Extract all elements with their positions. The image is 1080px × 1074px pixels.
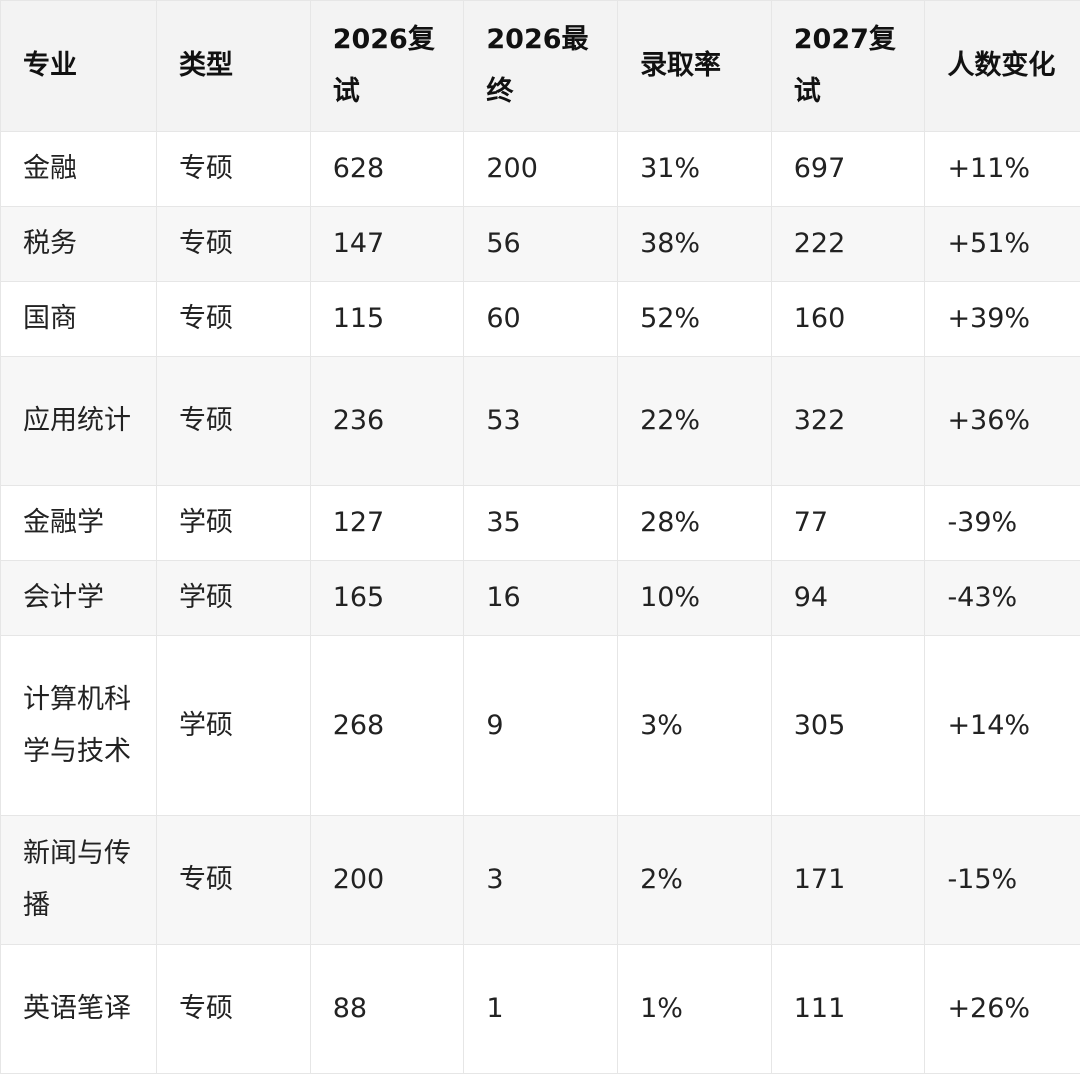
table-row: 金融学 学硕 127 35 28% 77 -39% bbox=[0, 485, 1080, 561]
cell-2026-retest: 127 bbox=[309, 485, 465, 561]
table-row: 新闻与传播 专硕 200 3 2% 171 -15% bbox=[0, 815, 1080, 945]
cell-change: +36% bbox=[924, 356, 1080, 486]
cell-type: 专硕 bbox=[156, 356, 311, 486]
cell-major: 会计学 bbox=[0, 560, 157, 636]
cell-2027-retest: 322 bbox=[770, 356, 926, 486]
header-2027-retest: 2027复试 bbox=[770, 0, 926, 132]
header-2026-retest: 2026复试 bbox=[309, 0, 465, 132]
table-row: 应用统计 专硕 236 53 22% 322 +36% bbox=[0, 356, 1080, 486]
cell-change: -15% bbox=[924, 815, 1080, 945]
cell-2027-retest: 77 bbox=[770, 485, 926, 561]
table-row: 金融 专硕 628 200 31% 697 +11% bbox=[0, 131, 1080, 207]
cell-change: +39% bbox=[924, 281, 1080, 357]
cell-major: 英语笔译 bbox=[0, 944, 157, 1074]
cell-admission-rate: 10% bbox=[617, 560, 772, 636]
cell-2027-retest: 111 bbox=[770, 944, 926, 1074]
cell-2026-final: 16 bbox=[463, 560, 619, 636]
cell-major: 应用统计 bbox=[0, 356, 157, 486]
cell-change: +14% bbox=[924, 635, 1080, 816]
cell-admission-rate: 22% bbox=[617, 356, 772, 486]
cell-2026-final: 60 bbox=[463, 281, 619, 357]
cell-2026-final: 53 bbox=[463, 356, 619, 486]
cell-2026-retest: 88 bbox=[309, 944, 465, 1074]
cell-2027-retest: 222 bbox=[770, 206, 926, 282]
cell-major: 国商 bbox=[0, 281, 157, 357]
header-change: 人数变化 bbox=[924, 0, 1080, 132]
cell-type: 学硕 bbox=[156, 635, 311, 816]
table-row: 税务 专硕 147 56 38% 222 +51% bbox=[0, 206, 1080, 282]
cell-admission-rate: 3% bbox=[617, 635, 772, 816]
cell-2026-retest: 165 bbox=[309, 560, 465, 636]
header-admission-rate: 录取率 bbox=[617, 0, 772, 132]
cell-2026-final: 200 bbox=[463, 131, 619, 207]
cell-2026-retest: 115 bbox=[309, 281, 465, 357]
cell-2026-final: 1 bbox=[463, 944, 619, 1074]
table-header: 专业 类型 2026复试 2026最终 录取率 2027复试 人数变化 bbox=[0, 0, 1080, 132]
cell-admission-rate: 38% bbox=[617, 206, 772, 282]
cell-2027-retest: 171 bbox=[770, 815, 926, 945]
cell-2027-retest: 697 bbox=[770, 131, 926, 207]
cell-2027-retest: 305 bbox=[770, 635, 926, 816]
cell-type: 专硕 bbox=[156, 131, 311, 207]
cell-major: 新闻与传播 bbox=[0, 815, 157, 945]
cell-major: 金融学 bbox=[0, 485, 157, 561]
header-major: 专业 bbox=[0, 0, 157, 132]
table-row: 英语笔译 专硕 88 1 1% 111 +26% bbox=[0, 944, 1080, 1074]
cell-2026-retest: 268 bbox=[309, 635, 465, 816]
header-2026-final: 2026最终 bbox=[463, 0, 619, 132]
cell-2027-retest: 160 bbox=[770, 281, 926, 357]
cell-2026-final: 35 bbox=[463, 485, 619, 561]
table-row: 国商 专硕 115 60 52% 160 +39% bbox=[0, 281, 1080, 357]
cell-2026-retest: 200 bbox=[309, 815, 465, 945]
cell-2026-retest: 236 bbox=[309, 356, 465, 486]
cell-type: 专硕 bbox=[156, 281, 311, 357]
cell-major: 金融 bbox=[0, 131, 157, 207]
cell-type: 专硕 bbox=[156, 944, 311, 1074]
cell-type: 专硕 bbox=[156, 206, 311, 282]
table-row: 会计学 学硕 165 16 10% 94 -43% bbox=[0, 560, 1080, 636]
cell-2026-final: 9 bbox=[463, 635, 619, 816]
cell-2027-retest: 94 bbox=[770, 560, 926, 636]
cell-2026-retest: 147 bbox=[309, 206, 465, 282]
cell-type: 学硕 bbox=[156, 485, 311, 561]
cell-admission-rate: 31% bbox=[617, 131, 772, 207]
cell-admission-rate: 52% bbox=[617, 281, 772, 357]
cell-type: 专硕 bbox=[156, 815, 311, 945]
header-row: 专业 类型 2026复试 2026最终 录取率 2027复试 人数变化 bbox=[0, 0, 1080, 132]
cell-2026-retest: 628 bbox=[309, 131, 465, 207]
cell-change: +11% bbox=[924, 131, 1080, 207]
cell-2026-final: 56 bbox=[463, 206, 619, 282]
cell-change: -43% bbox=[924, 560, 1080, 636]
cell-2026-final: 3 bbox=[463, 815, 619, 945]
cell-change: -39% bbox=[924, 485, 1080, 561]
cell-admission-rate: 28% bbox=[617, 485, 772, 561]
cell-major: 税务 bbox=[0, 206, 157, 282]
table-body: 金融 专硕 628 200 31% 697 +11% 税务 专硕 147 56 … bbox=[0, 131, 1080, 1074]
cell-admission-rate: 1% bbox=[617, 944, 772, 1074]
header-type: 类型 bbox=[156, 0, 311, 132]
cell-change: +26% bbox=[924, 944, 1080, 1074]
cell-major: 计算机科学与技术 bbox=[0, 635, 157, 816]
cell-admission-rate: 2% bbox=[617, 815, 772, 945]
cell-type: 学硕 bbox=[156, 560, 311, 636]
table-row: 计算机科学与技术 学硕 268 9 3% 305 +14% bbox=[0, 635, 1080, 816]
cell-change: +51% bbox=[924, 206, 1080, 282]
